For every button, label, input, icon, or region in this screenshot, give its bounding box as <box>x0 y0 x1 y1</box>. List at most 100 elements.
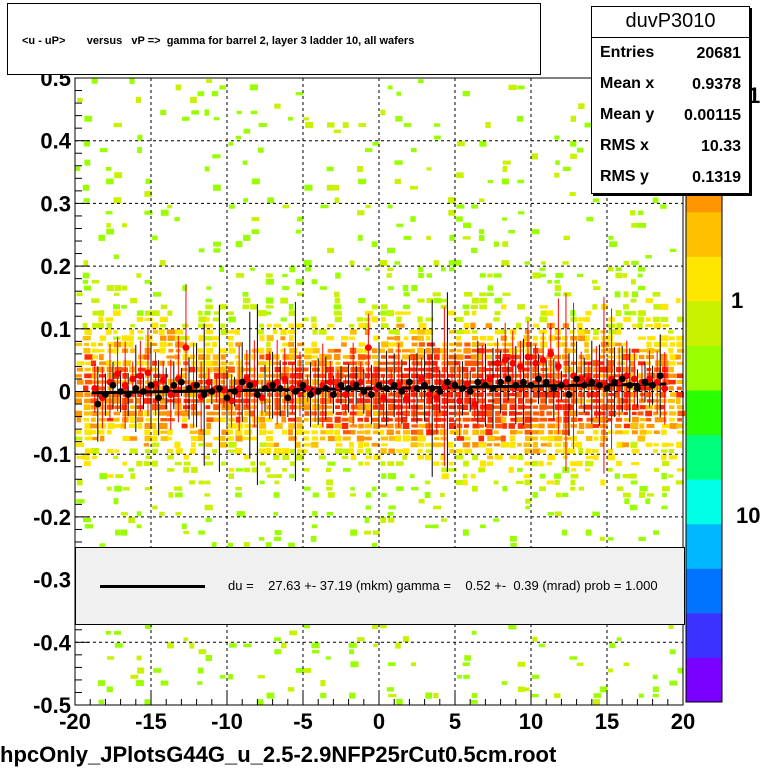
palette-swatch <box>686 434 722 480</box>
black-point <box>109 381 117 389</box>
black-point <box>649 381 656 389</box>
black-point <box>352 381 360 389</box>
palette-swatch <box>686 568 722 614</box>
red-point <box>433 394 441 402</box>
red-point <box>539 356 547 364</box>
red-point <box>471 400 479 408</box>
black-point <box>155 394 163 402</box>
palette-swatch <box>686 657 722 703</box>
black-point <box>641 378 649 386</box>
black-point <box>535 375 542 383</box>
black-point <box>140 388 147 395</box>
black-point <box>573 375 580 383</box>
black-point <box>360 388 368 395</box>
red-point <box>326 378 334 386</box>
red-point <box>205 378 213 386</box>
x-tick-label: 10 <box>519 709 543 734</box>
stats-row-mean-y: Mean y 0.00115 <box>592 100 749 131</box>
black-point <box>337 381 345 389</box>
black-point <box>390 381 398 389</box>
red-point <box>364 344 372 352</box>
y-tick-label: 0 <box>59 380 71 405</box>
red-point <box>516 363 524 370</box>
black-point <box>307 391 314 399</box>
black-point <box>474 378 482 386</box>
y-tick-label: -0.5 <box>33 693 71 718</box>
black-point <box>383 384 390 392</box>
black-point <box>497 378 504 386</box>
black-point <box>580 381 588 389</box>
red-point <box>547 350 555 358</box>
black-point <box>603 384 611 392</box>
footer-filename: hpcOnly_JPlotsG44G_u_2.5-2.9NFP25rCut0.5… <box>0 742 557 767</box>
black-point <box>618 375 626 383</box>
black-point <box>542 378 550 386</box>
palette-swatch <box>686 256 722 302</box>
black-point <box>656 372 664 380</box>
stats-name: duvP3010 <box>592 10 749 38</box>
stats-key: RMS x <box>600 137 649 154</box>
y-tick-label: -0.4 <box>33 630 72 655</box>
black-point <box>314 388 322 395</box>
red-point <box>167 391 175 399</box>
profile-points <box>91 344 669 408</box>
black-point <box>634 384 641 392</box>
black-point <box>185 384 193 392</box>
palette-swatch <box>686 612 722 658</box>
black-point <box>292 388 299 395</box>
y-tick-label: -0.2 <box>33 505 71 530</box>
tick-labels: -20 -15 -10 -5 0 5 10 15 20 -0.5 -0.4 -0.3 -0.2 -0.1 0… <box>33 66 695 734</box>
x-tick-label: -10 <box>211 709 243 734</box>
red-point <box>129 375 137 383</box>
red-point <box>144 369 152 377</box>
y-tick-label: 0.2 <box>40 254 71 279</box>
red-point <box>494 359 501 367</box>
stats-value: 0.1319 <box>692 169 741 186</box>
black-point <box>428 384 436 392</box>
palette-swatch <box>686 390 722 436</box>
black-point <box>223 394 231 402</box>
x-tick-label: 20 <box>671 709 695 734</box>
red-point <box>486 375 494 383</box>
stats-value: 10.33 <box>700 138 741 155</box>
black-point <box>200 391 208 399</box>
red-point <box>91 384 99 392</box>
black-point <box>102 391 109 399</box>
black-point <box>231 388 239 395</box>
z-tick-label: 10 <box>736 503 760 528</box>
legend-line-sample <box>100 585 205 588</box>
black-point <box>299 381 307 389</box>
black-point <box>330 391 337 399</box>
black-point <box>147 381 155 389</box>
legend-text: du = 27.63 +- 37.19 (mkm) gamma = 0.52 +… <box>228 578 658 593</box>
black-point <box>611 378 618 386</box>
stats-row-rms-y: RMS y 0.1319 <box>592 162 749 193</box>
black-point <box>170 381 178 389</box>
y-tick-label: 0.4 <box>40 129 71 154</box>
palette-swatch <box>686 345 722 391</box>
black-point <box>436 388 444 395</box>
title-box: <u - uP> versus vP => gamma for barrel 2… <box>7 3 541 75</box>
black-point <box>269 381 276 389</box>
black-point <box>193 381 201 389</box>
black-point <box>345 384 352 392</box>
black-point <box>588 378 596 386</box>
black-point <box>558 381 565 389</box>
black-point <box>489 384 497 392</box>
black-point <box>246 381 254 389</box>
red-point <box>121 381 129 389</box>
x-tick-label: -15 <box>135 709 167 734</box>
black-point <box>398 388 406 395</box>
black-point <box>178 378 185 386</box>
y-tick-label: -0.3 <box>33 568 71 593</box>
red-point <box>425 391 433 399</box>
y-tick-label: 0.3 <box>40 191 71 216</box>
red-point <box>532 359 539 367</box>
black-point <box>466 388 474 395</box>
z-tick-label: 10 <box>748 83 760 108</box>
stats-key: Mean x <box>600 75 655 92</box>
palette-swatch <box>686 479 722 525</box>
red-point <box>463 380 471 388</box>
stats-value: 0.00115 <box>684 107 741 124</box>
